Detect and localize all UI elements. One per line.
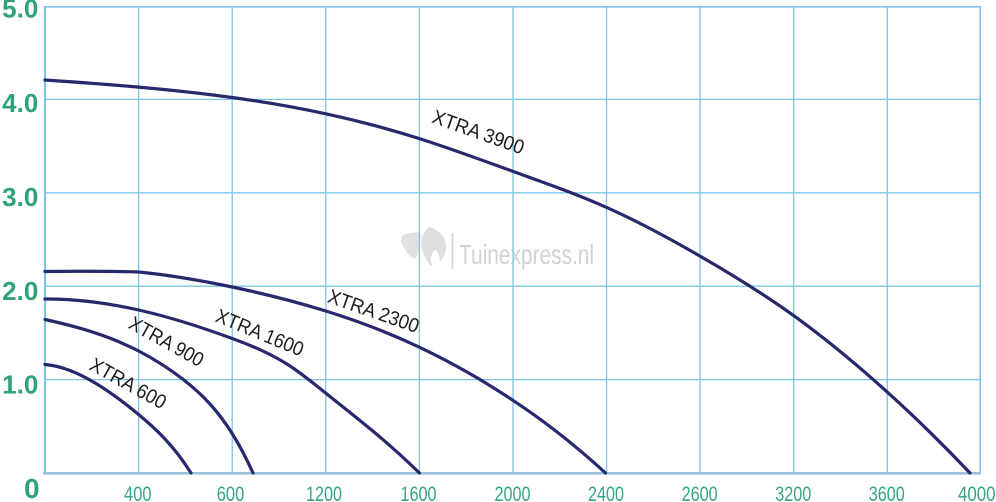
- svg-text:2.0: 2.0: [2, 276, 38, 306]
- svg-text:1600: 1600: [401, 483, 437, 502]
- svg-text:Tuinexpress.nl: Tuinexpress.nl: [459, 239, 594, 270]
- svg-text:1.0: 1.0: [2, 369, 38, 399]
- svg-text:5.0: 5.0: [2, 0, 38, 24]
- svg-text:3.0: 3.0: [2, 182, 38, 212]
- svg-text:400: 400: [124, 483, 152, 502]
- svg-text:2600: 2600: [682, 483, 718, 502]
- svg-text:3600: 3600: [869, 483, 905, 502]
- svg-text:1200: 1200: [306, 483, 342, 502]
- svg-text:3200: 3200: [775, 483, 811, 502]
- svg-text:600: 600: [217, 483, 245, 502]
- svg-text:2400: 2400: [588, 483, 624, 502]
- svg-text:4.0: 4.0: [2, 88, 38, 118]
- svg-text:0: 0: [24, 473, 40, 502]
- svg-text:4000: 4000: [958, 483, 996, 502]
- svg-text:2000: 2000: [495, 483, 531, 502]
